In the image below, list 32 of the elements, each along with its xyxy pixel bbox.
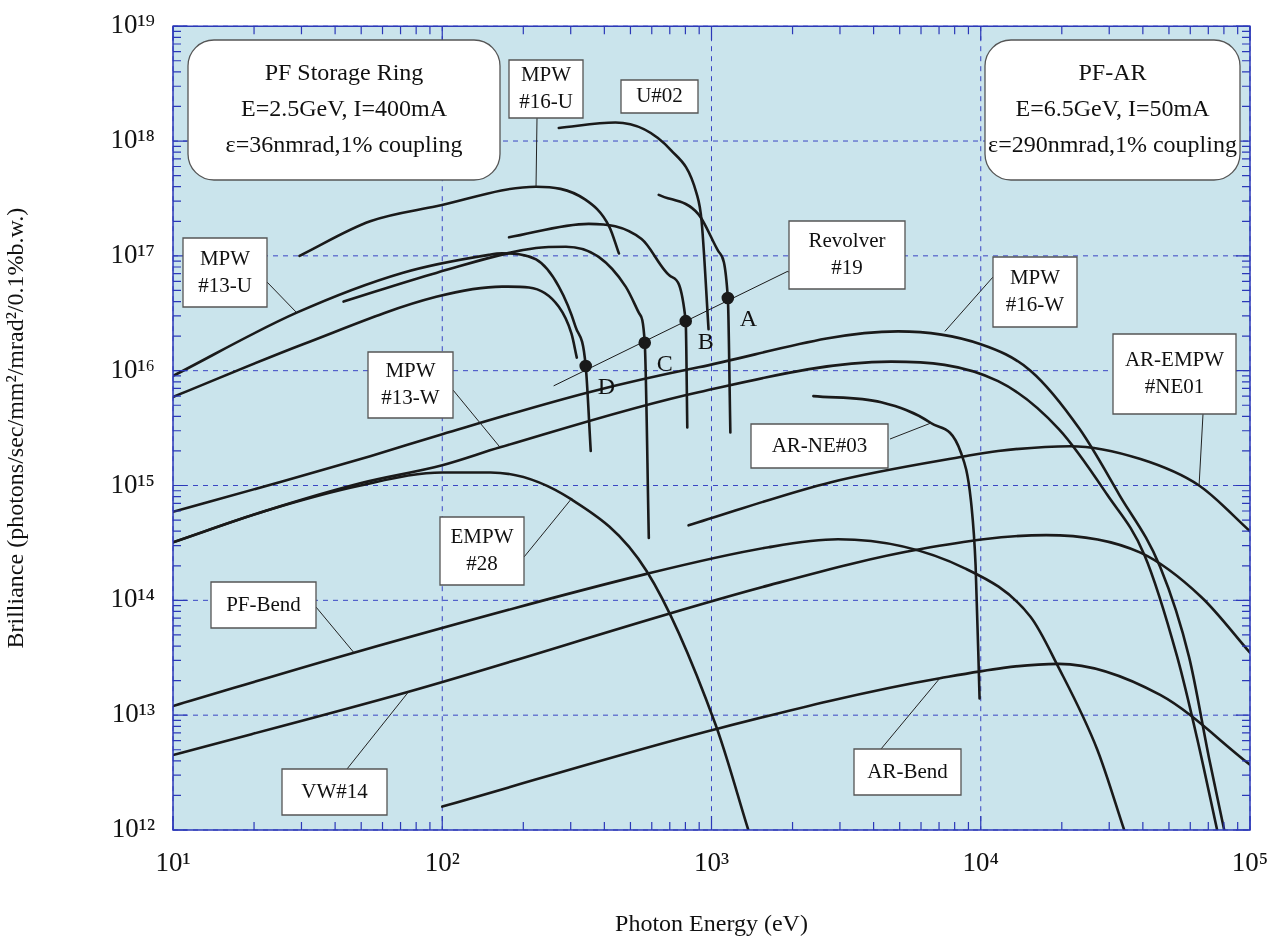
annotation: PF Storage Ring E=2.5GeV, I=400mA ε=36nmrad,1% coupling (225, 59, 463, 158)
annotation: AR-NE#03 (771, 432, 868, 457)
x-tick-label: 10¹ (155, 847, 191, 878)
annotation: A (739, 305, 758, 332)
annotation: MPW #13-W (381, 358, 440, 410)
annotation: MPW #16-U (519, 62, 573, 114)
x-tick-label: 10³ (693, 847, 730, 878)
y-tick-label: 10¹⁴ (110, 583, 155, 614)
x-tick-label: 10⁴ (962, 847, 999, 878)
x-axis-title: Photon Energy (eV) (615, 909, 808, 936)
annotation: B (697, 328, 714, 355)
annotation: Revolver #19 (808, 228, 886, 280)
y-tick-label: 10¹³ (111, 698, 155, 729)
y-tick-label: 10¹⁸ (110, 124, 155, 155)
y-tick-label: 10¹⁷ (110, 238, 155, 269)
annotation: PF-AR E=6.5GeV, I=50mA ε=290nmrad,1% coupling (988, 59, 1237, 158)
y-axis-title: Brilliance (photons/sec/mm²/mrad²/0.1%b.w.) (1, 207, 28, 649)
y-tick-label: 10¹⁵ (110, 468, 155, 499)
annotation: VW#14 (301, 778, 369, 803)
y-tick-label: 10¹⁹ (110, 9, 155, 40)
annotation: AR-EMPW #NE01 (1124, 347, 1225, 399)
x-tick-label: 10² (424, 847, 460, 878)
annotation: C (656, 350, 673, 377)
annotation: PF-Bend (226, 591, 302, 616)
y-tick-label: 10¹⁶ (110, 353, 155, 384)
annotation: MPW #13-U (198, 245, 252, 297)
annotation: EMPW #28 (450, 524, 514, 576)
x-tick-label: 10⁵ (1231, 847, 1269, 878)
y-tick-label: 10¹² (111, 813, 155, 844)
annotation: AR-Bend (867, 758, 949, 783)
annotation: U#02 (636, 83, 683, 108)
annotation: MPW #16-W (1005, 265, 1065, 317)
